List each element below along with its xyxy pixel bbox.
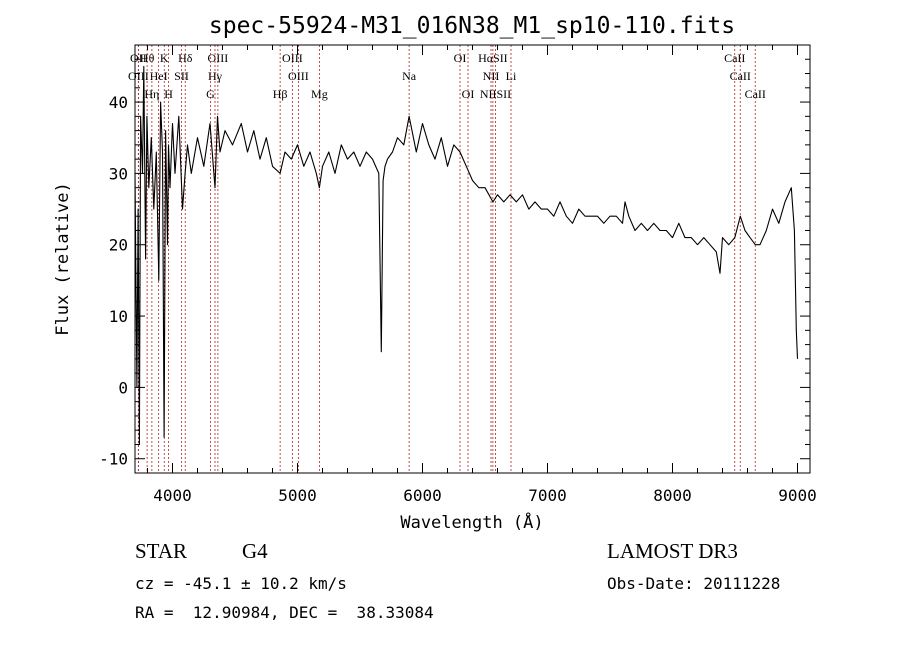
spectral-line-label: Hβ (273, 87, 288, 101)
x-axis-label: Wavelength (Å) (400, 511, 543, 533)
y-tick-label: 10 (109, 307, 128, 326)
spectral-line-label: NIISII (480, 87, 511, 101)
y-tick-label: 40 (109, 93, 128, 112)
spectral-line-label: H (164, 87, 173, 101)
y-tick-label: 30 (109, 164, 128, 183)
spectrum-series-line (134, 65, 799, 446)
spectral-line-label: Li (506, 69, 517, 83)
x-tick-label: 8000 (653, 486, 692, 505)
ra-dec: RA = 12.90984, DEC = 38.33084 (135, 603, 434, 622)
y-axis-label: Flux (relative) (53, 182, 73, 336)
redshift-cz: cz = -45.1 ± 10.2 km/s (135, 574, 347, 593)
spectral-line-label: Hδ (178, 51, 193, 65)
y-tick-label: 20 (109, 236, 128, 255)
x-tick-label: 5000 (278, 486, 317, 505)
x-tick-label: 7000 (528, 486, 567, 505)
spectral-line-label: K (160, 51, 169, 65)
x-tick-label: 4000 (153, 486, 192, 505)
spectral-line-label: Hθ (140, 51, 155, 65)
survey-name: LAMOST DR3 (607, 539, 738, 563)
spectral-line-label: HeI (150, 69, 168, 83)
object-class: STAR (135, 539, 187, 563)
spectral-line-label: CaII (745, 87, 766, 101)
spectral-line-label: NII (483, 69, 500, 83)
y-tick-label: 0 (118, 378, 128, 397)
chart-title: spec-55924-M31_016N38_M1_sp10-110.fits (209, 13, 735, 39)
spectral-line-label: G (206, 87, 215, 101)
spectral-line-label: OIII (128, 69, 149, 83)
spectral-line-label: Mg (311, 87, 328, 101)
spectral-line-label: OIII (288, 69, 309, 83)
object-subclass: G4 (242, 539, 268, 563)
axis-ticks (135, 44, 810, 474)
spectral-line-label: OIII (282, 51, 303, 65)
x-tick-label: 6000 (403, 486, 442, 505)
plot-frame (134, 44, 811, 474)
y-tick-label: -10 (99, 450, 128, 469)
spectral-line-label: SII (174, 69, 189, 83)
spectral-line-label: CaII (730, 69, 751, 83)
spectral-line-label: HαSII (478, 51, 508, 65)
obs-date: Obs-Date: 20111228 (607, 574, 781, 593)
spectral-line-label: OIII (208, 51, 229, 65)
tick-labels: 4000 5000 6000 7000 8000 9000 -10 0 10 20 30 40 (99, 93, 817, 505)
spectral-line-label: Hγ (208, 69, 223, 83)
spectral-line-label: Na (402, 69, 417, 83)
x-tick-label: 9000 (778, 486, 817, 505)
spectral-line-label: OI (462, 87, 475, 101)
spectral-line-label: OI (454, 51, 467, 65)
spectral-line-label: Hη (144, 87, 159, 101)
spectral-line-label: CaII (724, 51, 745, 65)
